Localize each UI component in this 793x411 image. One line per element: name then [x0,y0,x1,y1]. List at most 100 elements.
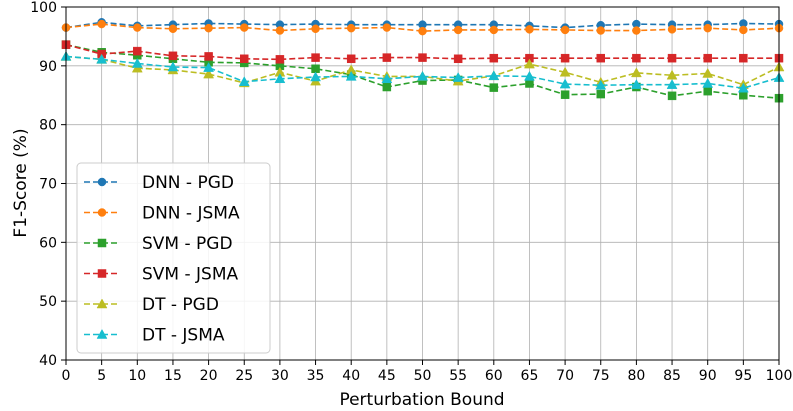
data-point [240,54,249,64]
x-tick-label: 90 [699,368,717,384]
x-tick-label: 0 [62,368,71,384]
data-point [560,53,570,63]
legend-label: DNN - JSMA [142,204,240,224]
data-point [560,25,570,35]
legend-entry: DNN - PGD [84,173,234,193]
legend-label: SVM - JSMA [142,265,239,285]
legend-frame [76,162,271,354]
x-tick-label: 60 [485,368,503,384]
legend-entry: SVM - JSMA [84,265,239,285]
data-point [739,25,748,35]
legend-entry: DNN - JSMA [84,204,240,224]
legend-swatch-marker [97,177,107,187]
legend-swatch-marker [96,328,108,339]
data-point [703,86,712,96]
y-tick-label: 70 [39,177,57,193]
data-point [596,26,605,35]
data-point [131,57,143,68]
x-tick-label: 5 [97,368,106,384]
legend-label: DNN - PGD [142,173,234,193]
data-point [453,25,463,35]
data-point [559,66,571,77]
data-point [524,58,535,69]
data-point [346,23,356,33]
series-svm-jsma [61,40,784,64]
legend-label: DT - JSMA [142,326,225,346]
data-point [275,26,285,35]
data-point [346,54,356,64]
legend-entry: DT - PGD [84,295,219,315]
series-dt-jsma [60,50,785,93]
series-dnn-jsma [61,19,784,36]
data-point [489,53,499,63]
data-point [417,70,428,81]
data-point [238,76,250,86]
data-point [133,46,142,56]
data-point [382,82,392,92]
x-tick-label: 15 [164,368,182,384]
x-tick-label: 85 [663,368,681,384]
data-point [311,24,320,34]
data-point [666,79,678,89]
data-point [96,53,108,64]
data-point [382,53,392,62]
legend-swatch-marker [97,208,107,217]
x-axis-ticks: 0 5 10 15 20 25 30 35 40 45 50 55 60 65 70 75 80 85 90 95 10… [62,360,793,384]
data-point [595,79,607,90]
data-point [525,25,534,34]
data-point [452,72,464,82]
data-point [453,54,463,64]
y-tick-label: 80 [39,118,57,134]
legend-entry: DT - JSMA [84,326,225,346]
data-point [345,70,357,81]
data-point [632,53,641,63]
data-point [559,78,571,89]
x-tick-label: 25 [235,368,253,384]
y-axis-label: F1-Score (%) [11,128,31,237]
data-point [596,89,605,99]
data-point [737,82,749,93]
data-point [667,53,677,63]
y-tick-label: 50 [39,294,57,310]
data-point [630,79,642,89]
data-point [381,73,393,84]
data-point [525,79,534,88]
data-point [204,52,213,61]
legend-label: DT - PGD [142,295,219,315]
data-point [311,53,320,62]
legend-swatch-marker [97,269,107,278]
data-point [203,62,215,72]
x-tick-label: 10 [128,368,146,384]
data-point [382,23,392,32]
data-point [418,26,427,36]
data-point [240,23,249,32]
series-line [65,23,780,32]
data-point [97,19,106,29]
series-lines [60,18,785,103]
x-tick-label: 75 [592,368,610,384]
data-point [703,23,712,33]
data-point [703,53,712,63]
data-point [489,83,499,92]
data-point [739,91,748,100]
data-point [168,51,178,61]
data-point [204,23,213,33]
series-line [65,43,779,61]
data-point [168,24,178,34]
data-point [418,53,427,62]
legend-swatch-marker [97,238,107,248]
data-point [524,70,535,81]
x-tick-label: 30 [271,368,289,384]
data-point [630,67,642,78]
data-point [133,23,142,32]
x-tick-label: 95 [734,368,752,384]
x-tick-label: 65 [521,368,539,384]
data-point [702,67,714,78]
legend-swatch-marker [96,298,108,309]
data-point [596,53,605,63]
x-tick-label: 100 [766,368,793,384]
legend-entry: SVM - PGD [84,234,233,254]
data-point [275,55,285,64]
x-tick-label: 45 [378,368,396,384]
